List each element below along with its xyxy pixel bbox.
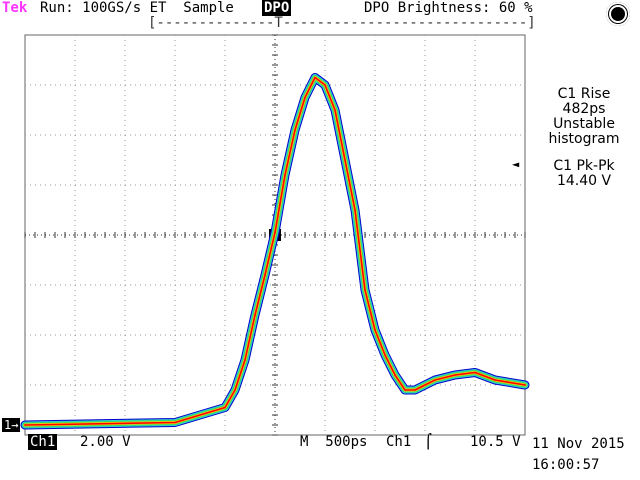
brand-logo: Tek — [2, 0, 28, 16]
waveform-point — [234, 389, 236, 391]
waveform-point — [254, 314, 256, 316]
waveform-point — [314, 76, 316, 79]
acquisition-indicator-icon — [606, 2, 630, 26]
date-readout: 11 Nov 2015 — [532, 436, 625, 452]
waveform-point — [344, 159, 346, 161]
waveform-point — [394, 374, 396, 376]
pkpk-measurement-title: C1 Pk-Pk — [553, 158, 615, 174]
acquisition-status: Run: 100GS/s ET Sample — [40, 0, 234, 16]
waveform-point — [384, 354, 386, 356]
waveform-point — [374, 329, 376, 331]
waveform-point — [174, 421, 176, 424]
trigger-level-pointer-icon: ◄ — [512, 157, 520, 171]
waveform-point — [334, 109, 336, 111]
waveform-point — [434, 379, 436, 381]
waveform-point — [474, 371, 476, 374]
rise-measurement-value: 482ps — [562, 101, 606, 117]
rise-measurement-note: histogram — [548, 131, 620, 147]
waveform-point — [524, 384, 526, 386]
timebase-readout: M 500ps — [300, 434, 368, 450]
waveform-point — [454, 374, 456, 376]
waveform-point — [284, 174, 286, 176]
waveform-point — [494, 379, 496, 381]
trigger-level: 10.5 V — [470, 434, 521, 450]
time-readout: 16:00:57 — [532, 457, 600, 473]
waveform-point — [24, 424, 26, 426]
waveform-point — [364, 289, 366, 291]
rise-measurement-status: Unstable — [553, 116, 615, 132]
ch1-ground-marker[interactable]: 1→ — [2, 418, 21, 432]
ch1-volts-per-div: 2.00 V — [80, 434, 131, 450]
waveform-point — [404, 389, 406, 391]
waveform-point — [354, 209, 356, 211]
waveform-trace — [20, 73, 530, 430]
waveform-point — [224, 406, 226, 409]
waveform-point — [304, 96, 306, 99]
rise-measurement-title: C1 Rise — [557, 86, 611, 102]
dpo-brightness: DPO Brightness: 60 % — [364, 0, 533, 16]
waveform-point — [274, 231, 276, 234]
waveform-point — [324, 84, 326, 86]
waveform-point — [244, 359, 246, 361]
record-position-bar: [--------------T------------------------… — [148, 15, 536, 31]
trigger-source: Ch1 — [386, 434, 412, 450]
ch1-label[interactable]: Ch1 — [28, 434, 58, 450]
waveform-point — [294, 129, 296, 131]
dpo-mode-badge: DPO — [262, 0, 292, 16]
pkpk-measurement-value: 14.40 V — [556, 173, 612, 189]
waveform-point — [414, 389, 416, 391]
trigger-slope-icon: ⌠ — [424, 434, 433, 450]
waveform-point — [264, 274, 266, 276]
